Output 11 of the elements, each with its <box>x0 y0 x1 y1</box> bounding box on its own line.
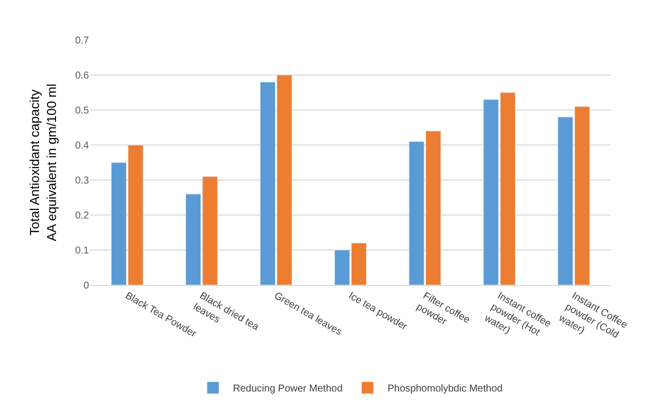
y-axis-title: Total Antioxidant capacity AA equivalent in gm/100 ml <box>27 84 60 242</box>
y-tick-label: 0 <box>83 280 90 292</box>
y-tick-label: 0.6 <box>75 70 90 82</box>
y-tick-label: 0.5 <box>75 106 90 116</box>
y-tick-label: 0.7 <box>75 36 90 46</box>
y-tick-label: 0.3 <box>75 176 90 186</box>
legend-label: Reducing Power Method <box>233 384 343 395</box>
y-tick-label: 0.2 <box>75 210 90 222</box>
y-tick-label: 0.1 <box>75 246 90 256</box>
legend-label: Phosphomolybdic Method <box>388 384 503 395</box>
y-tick-label: 0.4 <box>75 140 90 152</box>
